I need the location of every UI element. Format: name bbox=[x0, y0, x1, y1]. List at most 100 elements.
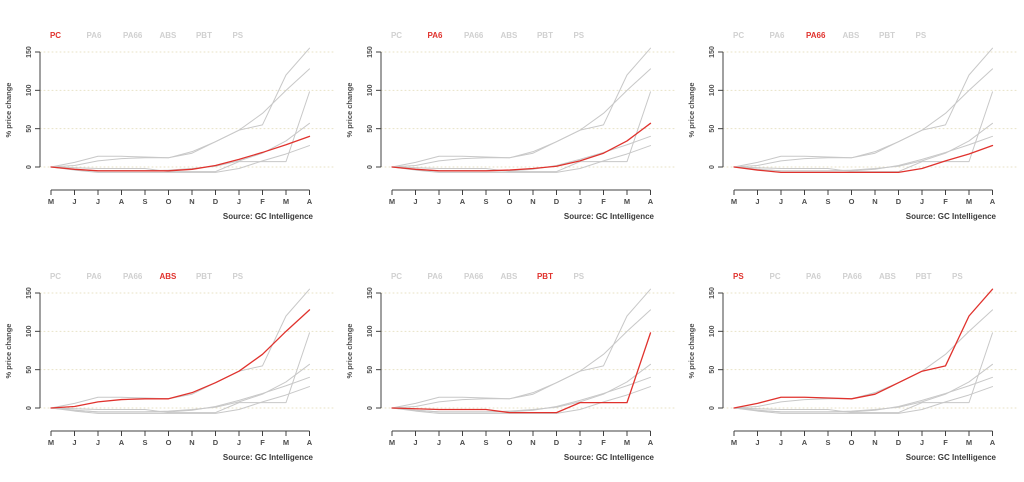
series-line-pa6-highlighted bbox=[391, 122, 652, 172]
x-tick-label: A bbox=[801, 197, 807, 206]
series-line-pbt bbox=[50, 91, 310, 173]
series-line-ps-highlighted bbox=[733, 288, 993, 409]
x-tick-label: M bbox=[966, 197, 972, 206]
line-chart-abs: 0 50 100 150 % price change M J J A S O N D J F M A PC PA6… bbox=[4, 272, 334, 462]
x-tick-label: J bbox=[96, 438, 100, 447]
x-tick-label: A bbox=[460, 197, 466, 206]
legend-label-ps-highlighted: PS bbox=[733, 272, 744, 281]
line-chart-pbt: 0 50 100 150 % price change M J J A S O N D J F M A PC PA6… bbox=[345, 272, 675, 462]
y-tick-label: 50 bbox=[367, 366, 374, 374]
y-axis-title: % price change bbox=[4, 83, 13, 138]
legend-label-ps: PS bbox=[915, 31, 926, 40]
x-tick-label: D bbox=[554, 197, 560, 206]
series-line-pbt-highlighted bbox=[391, 332, 652, 414]
y-tick-label: 150 bbox=[26, 46, 33, 58]
x-tick-label: J bbox=[437, 438, 441, 447]
series-line-pc bbox=[50, 376, 310, 413]
x-tick-label: M bbox=[283, 438, 289, 447]
y-tick-label: 150 bbox=[367, 46, 374, 58]
legend-label-pa6-highlighted: PA6 bbox=[428, 31, 443, 40]
chart-panel-pa66: 0 50 100 150 % price change M J J A S O N D J F M A PC PA6… bbox=[683, 0, 1024, 241]
x-tick-label: N bbox=[531, 197, 536, 206]
x-tick-label: S bbox=[825, 438, 830, 447]
y-axis-title: % price change bbox=[687, 323, 696, 378]
y-tick-label: 150 bbox=[367, 287, 374, 299]
legend-label-pa66: PA66 bbox=[464, 272, 484, 281]
x-tick-label: A bbox=[307, 197, 313, 206]
legend-label-pbt: PBT bbox=[196, 31, 212, 40]
legend-label-ps: PS bbox=[232, 31, 243, 40]
legend-label-pc: PC bbox=[50, 272, 61, 281]
line-chart-pc: 0 50 100 150 % price change M J J A S O N D J F M A PC PA6… bbox=[4, 31, 334, 221]
legend-label-abs: ABS bbox=[159, 31, 177, 40]
x-tick-label: M bbox=[624, 438, 630, 447]
source-annotation: Source: GC Intelligence bbox=[564, 212, 655, 221]
series-line-abs bbox=[733, 309, 993, 409]
x-tick-label: M bbox=[283, 197, 289, 206]
y-tick-label: 50 bbox=[26, 366, 33, 374]
legend-label-abs: ABS bbox=[501, 31, 519, 40]
x-tick-label: F bbox=[602, 438, 607, 447]
x-tick-label: J bbox=[237, 197, 241, 206]
legend-label-abs-highlighted: ABS bbox=[159, 272, 177, 281]
x-tick-label: O bbox=[848, 438, 854, 447]
series-line-ps bbox=[50, 288, 310, 409]
legend-label-pa6: PA6 bbox=[86, 272, 101, 281]
line-chart-pa6: 0 50 100 150 % price change M J J A S O N D J F M A PC PA6… bbox=[345, 31, 675, 221]
x-tick-label: F bbox=[260, 197, 265, 206]
line-chart-pa66: 0 50 100 150 % price change M J J A S O N D J F M A PC PA6… bbox=[687, 31, 1017, 221]
series-line-pbt bbox=[391, 91, 652, 173]
x-tick-label: F bbox=[943, 438, 948, 447]
y-tick-label: 150 bbox=[26, 287, 33, 299]
x-tick-label: O bbox=[848, 197, 854, 206]
legend-label-abs: ABS bbox=[501, 272, 519, 281]
series-line-pbt bbox=[733, 332, 993, 414]
series-line-pc-highlighted bbox=[50, 135, 311, 172]
x-tick-label: M bbox=[731, 197, 737, 206]
series-line-pa6 bbox=[50, 122, 310, 172]
legend-label-pc: PC bbox=[391, 272, 402, 281]
x-tick-label: D bbox=[895, 438, 901, 447]
x-tick-label: S bbox=[142, 438, 147, 447]
y-tick-label: 100 bbox=[367, 325, 374, 337]
source-annotation: Source: GC Intelligence bbox=[223, 212, 314, 221]
x-tick-label: J bbox=[414, 438, 418, 447]
series-line-pa66 bbox=[391, 145, 652, 173]
x-tick-label: O bbox=[166, 438, 172, 447]
legend-label-pbt: PBT bbox=[915, 272, 931, 281]
x-tick-label: F bbox=[260, 438, 265, 447]
x-tick-label: A bbox=[648, 438, 654, 447]
series-line-abs bbox=[391, 68, 652, 168]
x-tick-label: A bbox=[460, 438, 466, 447]
x-tick-label: A bbox=[648, 197, 654, 206]
source-annotation: Source: GC Intelligence bbox=[905, 453, 996, 462]
series-line-pa66 bbox=[50, 386, 310, 414]
y-axis-title: % price change bbox=[345, 83, 354, 138]
x-tick-label: J bbox=[96, 197, 100, 206]
x-tick-label: O bbox=[507, 197, 513, 206]
legend-label-pa66: PA66 bbox=[123, 31, 143, 40]
x-tick-label: D bbox=[213, 438, 219, 447]
series-line-pbt bbox=[733, 91, 993, 173]
x-tick-label: F bbox=[943, 197, 948, 206]
series-line-pc bbox=[733, 376, 993, 413]
y-tick-label: 0 bbox=[26, 165, 33, 169]
y-tick-label: 100 bbox=[709, 84, 716, 96]
legend-label-pa6: PA6 bbox=[86, 31, 101, 40]
series-line-abs bbox=[733, 68, 993, 168]
x-tick-label: N bbox=[872, 197, 877, 206]
x-tick-label: J bbox=[237, 438, 241, 447]
x-tick-label: M bbox=[48, 197, 54, 206]
legend-label-pa66: PA66 bbox=[842, 272, 862, 281]
x-tick-label: M bbox=[731, 438, 737, 447]
x-tick-label: A bbox=[119, 197, 125, 206]
legend-label-pa66: PA66 bbox=[464, 31, 484, 40]
series-line-pa6 bbox=[733, 122, 993, 172]
x-tick-label: N bbox=[189, 197, 194, 206]
x-tick-label: M bbox=[389, 438, 395, 447]
legend-label-abs: ABS bbox=[879, 272, 897, 281]
y-tick-label: 150 bbox=[709, 287, 716, 299]
x-tick-label: J bbox=[414, 197, 418, 206]
legend-label-pa66: PA66 bbox=[123, 272, 143, 281]
